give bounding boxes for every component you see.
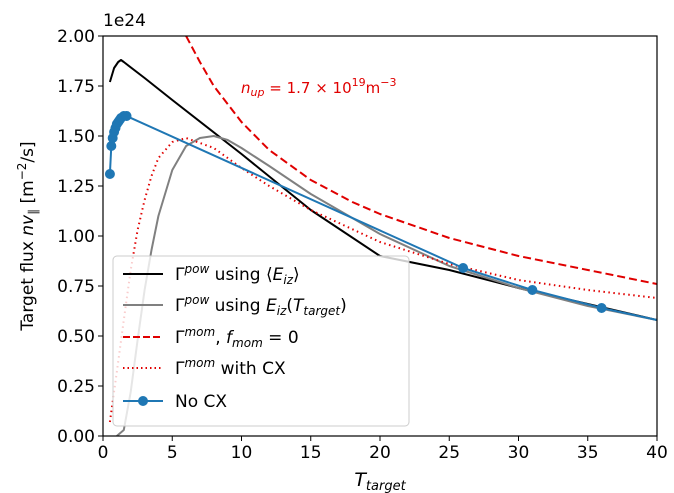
series-point xyxy=(527,285,538,295)
series-point xyxy=(106,141,117,151)
offset-text: 1e24 xyxy=(103,11,146,31)
y-tick-label: 0.75 xyxy=(57,277,95,297)
legend-marker-no-cx xyxy=(138,396,148,406)
series-line-2 xyxy=(185,36,657,285)
y-tick-label: 1.25 xyxy=(57,177,95,197)
x-axis-label: Ttarget xyxy=(354,469,406,493)
legend-box xyxy=(112,255,410,427)
series-point xyxy=(596,303,607,313)
y-tick-label: 1.75 xyxy=(57,77,95,97)
x-tick-label: 40 xyxy=(646,443,668,463)
x-tick-label: 0 xyxy=(98,443,109,463)
legend-label-pow-target: Γpow using Eiz(Ttarget) xyxy=(175,293,347,318)
x-tick-label: 15 xyxy=(300,443,322,463)
series-point xyxy=(121,111,132,121)
x-tick-label: 10 xyxy=(231,443,253,463)
y-tick-label: 0.25 xyxy=(57,377,95,397)
x-tick-label: 25 xyxy=(438,443,460,463)
y-tick-label: 1.00 xyxy=(57,227,95,247)
y-tick-label: 0.00 xyxy=(57,427,95,447)
legend-label-no-cx: No CX xyxy=(175,392,227,412)
y-tick-label: 2.00 xyxy=(57,27,95,47)
x-tick-label: 35 xyxy=(577,443,599,463)
series-point xyxy=(104,169,115,179)
legend-label-pow-mean: Γpow using ⟨Eiz⟩ xyxy=(175,262,300,287)
x-tick-label: 20 xyxy=(369,443,391,463)
series-point xyxy=(458,263,469,273)
x-tick-label: 5 xyxy=(167,443,178,463)
x-tick-label: 30 xyxy=(508,443,530,463)
tick-layer: 0 5 10 15 20 25 30 35 40 0.00 0.25 0.50 0.75 1.00 1.25… xyxy=(57,27,668,463)
y-tick-label: 1.50 xyxy=(57,127,95,147)
legend: Γpow using ⟨Eiz⟩ Γpow using Eiz(Ttarget)… xyxy=(112,255,410,427)
plot-frame xyxy=(102,35,658,437)
y-tick-label: 0.50 xyxy=(57,327,95,347)
annotation: nup = 1.7 × 1019m−3 xyxy=(241,76,396,99)
y-axis-label: Target flux nv∥ [m−2/s] xyxy=(15,141,40,331)
